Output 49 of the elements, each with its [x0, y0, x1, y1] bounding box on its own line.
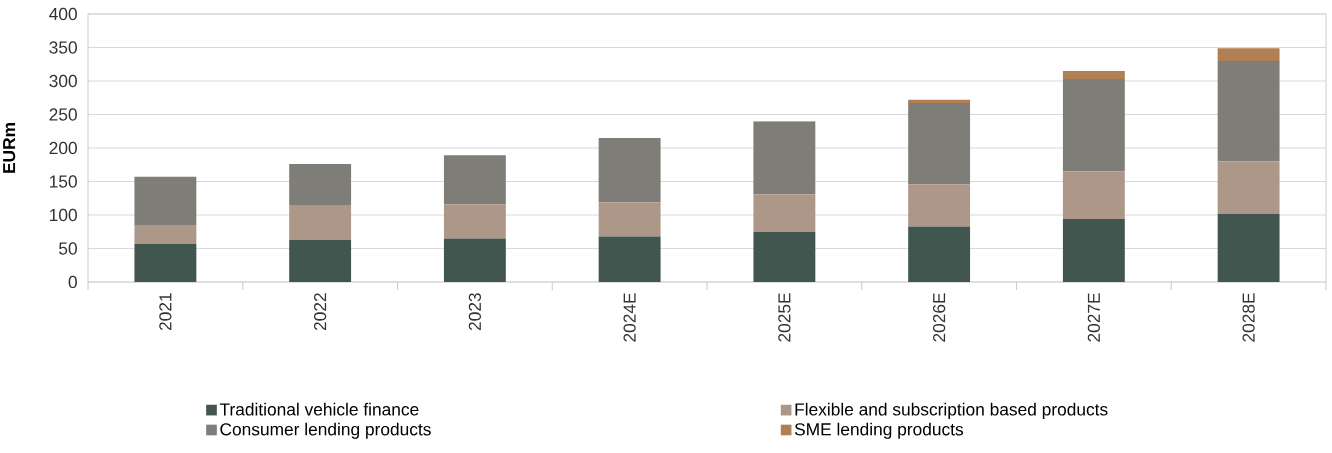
legend-label: Traditional vehicle finance — [219, 402, 419, 416]
x-tick-label: 2028E — [1242, 293, 1255, 342]
bar — [908, 184, 971, 227]
y-tick-label: 0 — [68, 275, 77, 289]
x-tick-label: 2025E — [778, 293, 791, 342]
y-axis-title: EURm — [3, 123, 16, 173]
bar — [753, 121, 816, 195]
y-tick-label: 50 — [59, 242, 77, 255]
bar — [598, 236, 661, 282]
legend-label: Flexible and subscription based products — [795, 402, 1108, 419]
x-tick-label: 2023 — [468, 293, 482, 331]
bar — [289, 164, 352, 205]
x-tick-label: 2026E — [932, 293, 946, 342]
bar — [753, 231, 816, 282]
bar — [443, 204, 506, 239]
bar — [134, 176, 197, 226]
bar — [1217, 161, 1280, 214]
bar — [1062, 78, 1125, 172]
bar — [1217, 60, 1280, 162]
y-tick-label: 250 — [49, 108, 77, 121]
bar — [1062, 219, 1125, 282]
bar — [908, 103, 971, 185]
bar — [753, 194, 816, 232]
bar — [443, 238, 506, 282]
bar — [1062, 171, 1125, 220]
legend-label: SME lending products — [794, 422, 964, 439]
x-tick-label: 2021 — [159, 293, 172, 331]
bar — [908, 226, 971, 282]
bar — [1062, 70, 1125, 79]
y-tick-label: 150 — [50, 175, 77, 188]
y-tick-label: 350 — [49, 41, 77, 54]
bar — [289, 239, 352, 282]
x-tick-label: 2024E — [623, 293, 636, 342]
x-tick-label: 2022 — [314, 293, 327, 331]
y-tick-label: 400 — [49, 7, 77, 21]
bar — [134, 225, 197, 244]
y-tick-label: 200 — [49, 141, 77, 155]
bar — [1217, 213, 1280, 282]
bar — [1217, 48, 1280, 61]
bar — [443, 155, 506, 205]
bar — [598, 202, 661, 237]
bar — [598, 137, 661, 203]
bar — [908, 99, 971, 104]
x-tick-label: 2027E — [1087, 293, 1100, 342]
y-tick-label: 100 — [50, 208, 77, 222]
y-tick-label: 300 — [49, 74, 77, 88]
bar — [289, 204, 352, 240]
bar — [134, 243, 197, 282]
legend-label: Consumer lending products — [220, 422, 431, 439]
